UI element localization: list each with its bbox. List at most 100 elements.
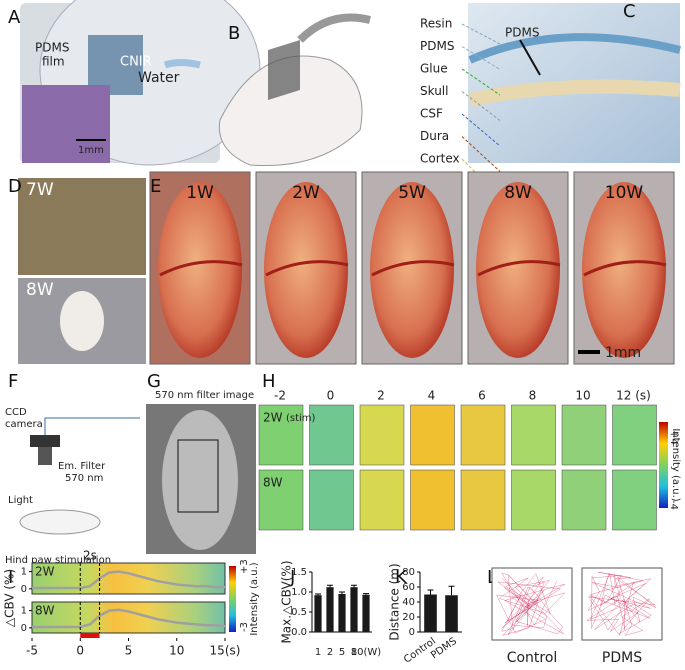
- vessel: [477, 260, 561, 277]
- image-title: 570 nm filter image: [155, 390, 254, 401]
- layer-label: Resin: [420, 17, 452, 31]
- bar: [338, 594, 346, 632]
- panel-label: A: [8, 7, 21, 28]
- camera: [30, 435, 60, 447]
- y-tick-label: 0: [21, 584, 27, 595]
- y-label: Distance (m): [388, 563, 402, 640]
- panel-label: J: [289, 567, 295, 588]
- heatmap-strip: [31, 601, 226, 634]
- window: [162, 410, 238, 550]
- error-bar: [351, 584, 357, 588]
- row-label: 8W: [263, 476, 283, 490]
- x-tick-label: 5: [339, 647, 345, 658]
- heatmap: [561, 469, 607, 531]
- week-label: 5W: [398, 183, 426, 203]
- water-label: Water: [138, 70, 180, 86]
- leader: [461, 136, 501, 172]
- x-tick-label: -5: [26, 644, 38, 658]
- brain: [158, 182, 242, 358]
- skull: [468, 79, 681, 107]
- colorbar-max: +4: [668, 430, 679, 445]
- panel-label: F: [8, 371, 18, 392]
- brain: [476, 182, 560, 358]
- y-tick-label: 20: [402, 612, 415, 623]
- layer-label: Cortex: [420, 152, 460, 166]
- layer-label: CSF: [420, 107, 443, 121]
- vessel: [371, 260, 455, 277]
- colorbar-label: Intensity (a.u.): [249, 562, 260, 635]
- heatmap-strip: [31, 562, 226, 595]
- rat: [19, 509, 101, 535]
- tracks: [496, 571, 657, 636]
- section-plane: [268, 40, 300, 100]
- panel-label: E: [150, 176, 161, 197]
- x-tick-label: 10: [169, 644, 184, 658]
- stim-bar: [80, 633, 100, 638]
- roi: [177, 439, 219, 513]
- panel-label: K: [395, 567, 408, 588]
- x-tick-label: 2: [327, 647, 333, 658]
- scale-label: 1mm: [78, 145, 104, 156]
- leader: [461, 91, 501, 121]
- leader: [461, 68, 501, 96]
- pdms-title: PDMS: [505, 26, 539, 40]
- x-tick-label: 8: [351, 647, 357, 658]
- time-label: 0: [327, 389, 335, 403]
- vessel: [583, 260, 667, 277]
- panel-label: G: [147, 371, 161, 392]
- light-label: Light: [8, 495, 33, 506]
- heatmap: [410, 469, 455, 531]
- week-label: 10W: [605, 183, 644, 203]
- track: [585, 571, 657, 636]
- layer-label: Dura: [420, 129, 449, 143]
- photo-cage: [18, 178, 146, 275]
- y-tick-label: 1.0: [291, 587, 307, 598]
- time-label: -2: [274, 389, 286, 403]
- y-tick-label: 0: [21, 623, 27, 634]
- age-label: 8W: [26, 280, 54, 300]
- heatmap: [258, 404, 304, 466]
- bar: [326, 587, 334, 632]
- leader: [461, 23, 501, 45]
- layer-labels: Resin PDMS Glue Skull CSF Dura Cortex: [420, 17, 501, 198]
- filter-label: 570 nm: [65, 473, 103, 484]
- film-label: PDMS: [35, 41, 69, 55]
- trace: [32, 608, 226, 629]
- time-label: 6: [478, 389, 486, 403]
- leader: [461, 113, 501, 147]
- x-tick-label: 0: [76, 644, 84, 658]
- panel-label: D: [8, 176, 22, 197]
- y-tick-label: 0.0: [291, 627, 307, 638]
- y-tick-label: 0.5: [291, 607, 307, 618]
- rat: [60, 291, 104, 351]
- panel-label: H: [262, 371, 276, 392]
- heatmap-grid: -2 0 2 4 6 8 10 12 (s): [258, 389, 657, 531]
- bar: [362, 594, 370, 632]
- bar: [314, 595, 322, 632]
- time-label: 2: [377, 389, 385, 403]
- trace: [32, 570, 225, 590]
- filter: [38, 447, 52, 465]
- track-plot: [491, 567, 573, 641]
- layer-label: PDMS: [420, 39, 454, 53]
- time-label: 8: [529, 389, 537, 403]
- logo: CNIR: [120, 55, 152, 70]
- error-bar: [427, 589, 434, 595]
- row-label: 8W: [35, 604, 55, 618]
- y-tick-label: 80: [402, 567, 415, 578]
- caption: Hind paw stimulation: [5, 555, 111, 566]
- heatmap: [511, 404, 556, 466]
- arrow: [297, 13, 371, 43]
- colorbar-label: Intensity (a.u.): [670, 428, 681, 501]
- inset-photo: [22, 85, 110, 163]
- leader: [461, 46, 501, 70]
- colorbar: [229, 566, 236, 632]
- time-label: 12 (s): [616, 389, 651, 403]
- x-tick-label: 1: [315, 647, 321, 658]
- heatmap: [612, 404, 657, 466]
- error-bar: [315, 593, 321, 596]
- colorbar: [659, 422, 668, 508]
- pointer: [519, 39, 541, 76]
